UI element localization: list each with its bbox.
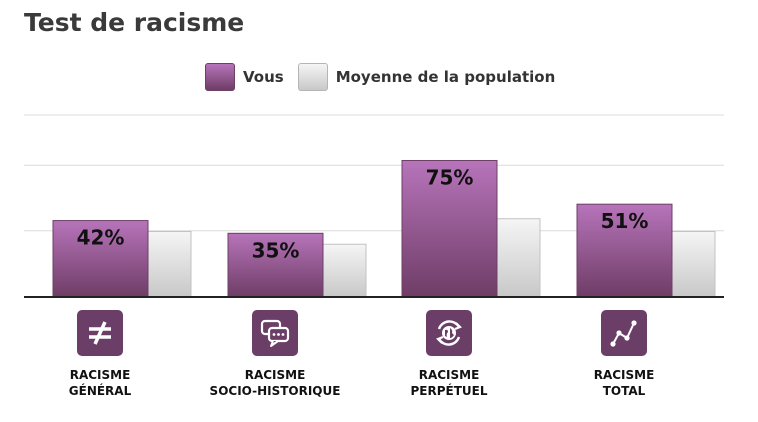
legend-label-population: Moyenne de la population [335,68,556,86]
globe-cycle-icon [426,310,472,356]
legend-swatch-vous [205,63,235,91]
bar-population [147,230,192,298]
category-label-line1: RACISME [244,368,306,382]
category-label-line1: RACISME [593,368,655,382]
bar-vous [52,220,149,298]
category-label-perpetuel: RACISME PERPÉTUEL [364,367,534,399]
category-label-line2: GÉNÉRAL [68,384,132,398]
bars: 42% 35% 75% 51% [52,160,716,298]
category-label-general: RACISME GÉNÉRAL [15,367,185,399]
category-label-line1: RACISME [418,368,480,382]
bar-vous [227,232,324,298]
bar-value-label: 51% [601,209,649,233]
bar-chart: 42% 35% 75% 51% [24,114,724,298]
chart-title: Test de racisme [24,8,245,37]
bar-population [322,243,367,298]
category-label-line2: PERPÉTUEL [410,384,488,398]
legend-swatch-population [297,63,328,91]
category-label-socio-historique: RACISME SOCIO-HISTORIQUE [190,367,360,399]
category-label-line2: SOCIO-HISTORIQUE [209,384,341,398]
legend-item-population: Moyenne de la population [297,63,556,91]
legend-label-vous: Vous [243,68,284,86]
bar-population [671,230,716,298]
legend-item-vous: Vous [205,63,284,91]
bar-value-label: 75% [426,166,474,190]
category-label-total: RACISME TOTAL [539,367,709,399]
bar-vous [576,203,673,298]
not-equal-icon [77,310,123,356]
bar-value-label: 42% [77,226,125,250]
category-label-line2: TOTAL [602,384,646,398]
bar-value-label: 35% [252,238,300,262]
legend: Vous Moyenne de la population [205,62,555,92]
bar-population [496,218,541,298]
bar-vous [401,160,498,298]
chat-bubbles-icon [252,310,298,356]
network-nodes-icon [601,310,647,356]
category-label-line1: RACISME [69,368,131,382]
